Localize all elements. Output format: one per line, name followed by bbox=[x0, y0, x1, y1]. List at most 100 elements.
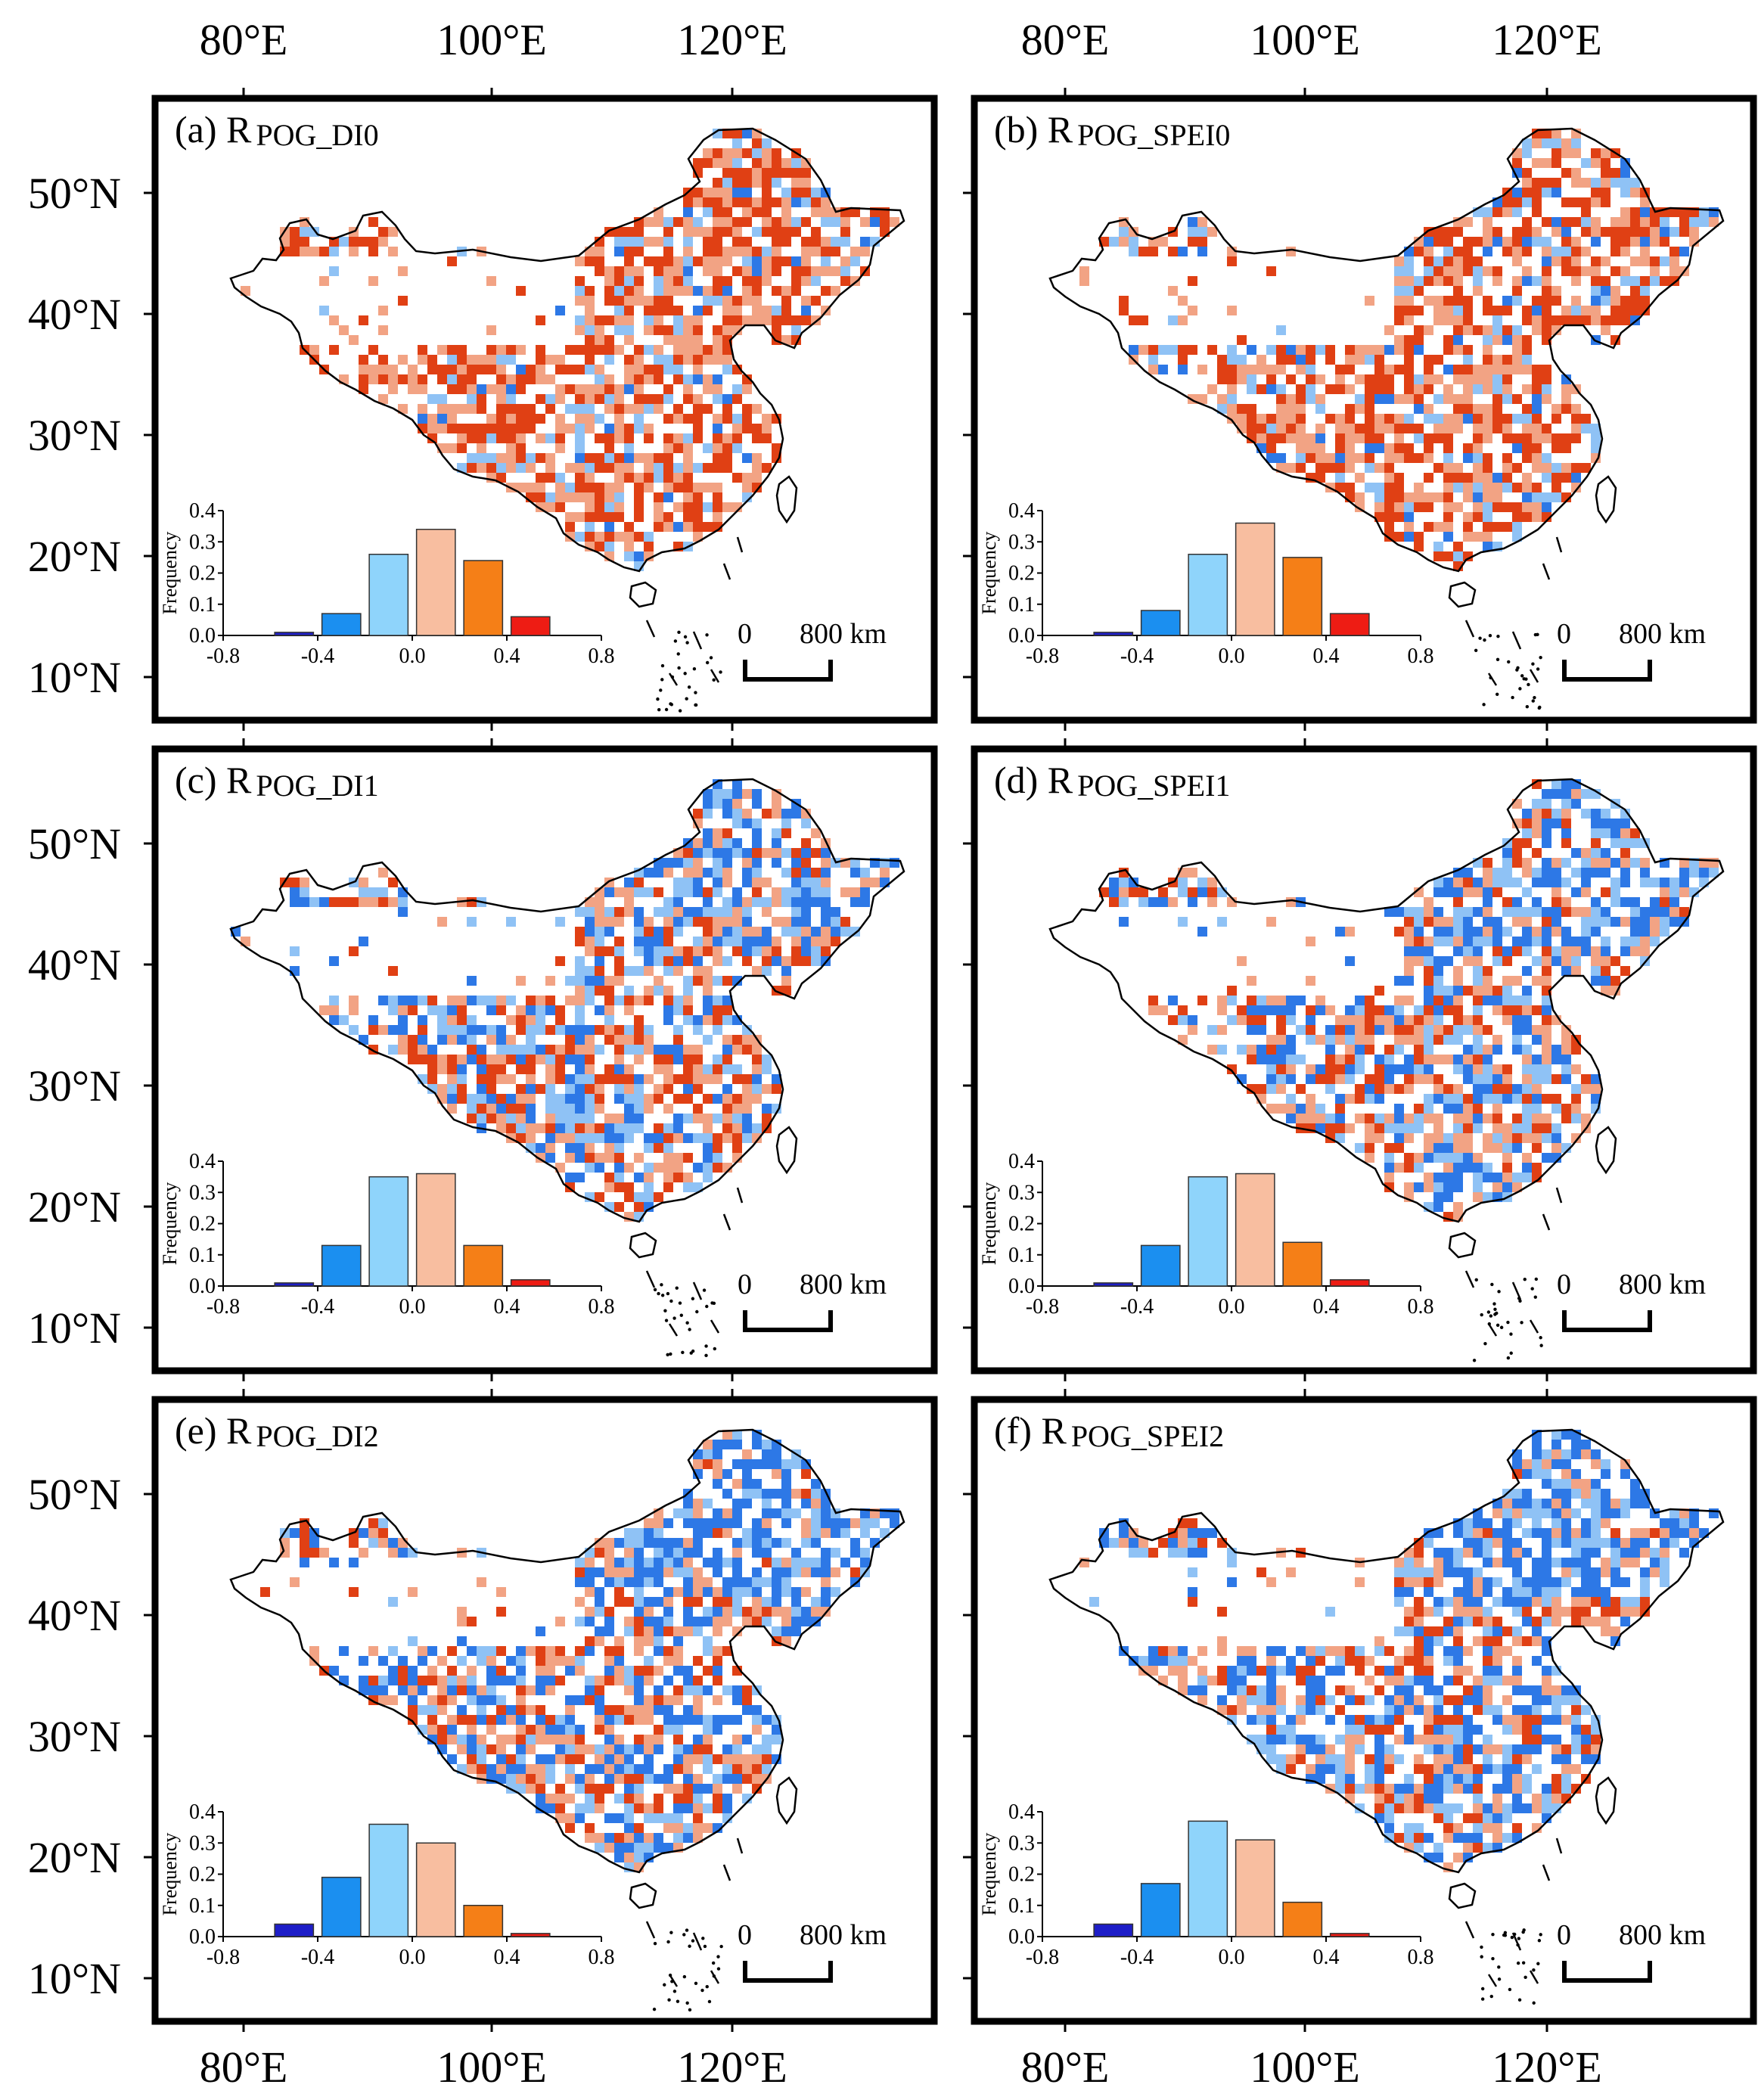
histogram-bar bbox=[417, 530, 455, 635]
inset-x-tick-label: 0.8 bbox=[589, 1295, 615, 1319]
scale-zero: 0 bbox=[1557, 618, 1571, 650]
scale-distance: 800 km bbox=[800, 1269, 887, 1300]
inset-y-label: Frequency bbox=[978, 1833, 1000, 1916]
inset-y-tick-label: 0.1 bbox=[189, 1894, 216, 1918]
histogram-bar bbox=[1331, 1934, 1369, 1937]
histogram-bar bbox=[275, 632, 313, 635]
histogram-bar bbox=[511, 1934, 550, 1937]
panel-subscript: POG_DI2 bbox=[256, 1419, 378, 1453]
inset-x-tick-label: 0.4 bbox=[494, 645, 520, 668]
histogram-bar bbox=[464, 1245, 502, 1286]
histogram-bar bbox=[464, 1906, 502, 1937]
inset-y-tick-label: 0.2 bbox=[189, 562, 216, 586]
inset-x-tick-label: 0.0 bbox=[399, 1946, 426, 1969]
inset-y-label: Frequency bbox=[159, 1182, 181, 1266]
lat-tick-label: 50°N bbox=[28, 169, 121, 218]
histogram-bar bbox=[511, 617, 550, 635]
histogram-bar bbox=[1236, 1174, 1275, 1287]
inset-y-tick-label: 0.4 bbox=[189, 1150, 216, 1173]
inset-y-label: Frequency bbox=[978, 532, 1000, 615]
histogram-bar bbox=[322, 614, 361, 635]
scale-distance: 800 km bbox=[1619, 1919, 1706, 1951]
inset-x-tick-label: 0.0 bbox=[399, 645, 426, 668]
inset-y-tick-label: 0.2 bbox=[189, 1863, 216, 1887]
panel-label: (d) R bbox=[994, 759, 1073, 801]
top-lon-tick-label: 120°E bbox=[1492, 15, 1602, 64]
inset-y-tick-label: 0.2 bbox=[1008, 1213, 1035, 1236]
bottom-lon-tick-label: 120°E bbox=[1492, 2043, 1602, 2092]
inset-y-tick-label: 0.2 bbox=[189, 1213, 216, 1236]
inset-x-tick-label: -0.8 bbox=[1026, 645, 1059, 668]
histogram-bar bbox=[1094, 1924, 1132, 1937]
inset-y-tick-label: 0.3 bbox=[1008, 1181, 1035, 1204]
histogram-bar bbox=[1188, 1821, 1227, 1937]
scale-zero: 0 bbox=[738, 1269, 752, 1300]
inset-y-label: Frequency bbox=[159, 532, 181, 615]
inset-x-tick-label: -0.8 bbox=[1026, 1295, 1059, 1319]
lat-tick-label: 10°N bbox=[28, 1303, 121, 1353]
scale-distance: 800 km bbox=[1619, 618, 1706, 650]
histogram-bar bbox=[1283, 1903, 1322, 1937]
inset-y-tick-label: 0.1 bbox=[1008, 1244, 1035, 1267]
scale-distance: 800 km bbox=[1619, 1269, 1706, 1300]
inset-x-tick-label: 0.8 bbox=[589, 645, 615, 668]
histogram-bar bbox=[369, 555, 408, 635]
lat-tick-label: 10°N bbox=[28, 653, 121, 702]
inset-y-tick-label: 0.3 bbox=[1008, 1831, 1035, 1855]
inset-y-tick-label: 0.4 bbox=[1008, 1150, 1035, 1173]
inset-x-tick-label: 0.8 bbox=[1408, 645, 1434, 668]
inset-x-tick-label: 0.4 bbox=[494, 1946, 520, 1969]
top-lon-tick-label: 100°E bbox=[436, 15, 547, 64]
histogram-bar bbox=[464, 561, 502, 635]
lat-tick-label: 20°N bbox=[28, 1182, 121, 1232]
bottom-lon-tick-label: 80°E bbox=[1021, 2043, 1110, 2092]
inset-x-tick-label: -0.8 bbox=[207, 1295, 240, 1319]
inset-x-tick-label: 0.4 bbox=[1313, 645, 1340, 668]
inset-x-tick-label: 0.8 bbox=[1408, 1295, 1434, 1319]
histogram-bar bbox=[275, 1283, 313, 1286]
inset-x-tick-label: -0.8 bbox=[1026, 1946, 1059, 1969]
inset-y-tick-label: 0.1 bbox=[1008, 593, 1035, 617]
histogram-bar bbox=[417, 1174, 455, 1287]
bottom-lon-tick-label: 80°E bbox=[200, 2043, 288, 2092]
top-lon-tick-label: 100°E bbox=[1250, 15, 1360, 64]
panel-label: (f) R bbox=[994, 1409, 1067, 1452]
inset-x-tick-label: 0.4 bbox=[1313, 1295, 1340, 1319]
histogram-bar bbox=[1283, 1242, 1322, 1286]
inset-y-label: Frequency bbox=[159, 1833, 181, 1916]
inset-y-tick-label: 0.4 bbox=[189, 1800, 216, 1824]
histogram-bar bbox=[1236, 523, 1275, 636]
histogram-bar bbox=[1141, 1245, 1180, 1286]
inset-x-tick-label: -0.4 bbox=[1120, 1946, 1154, 1969]
panel-subscript: POG_DI1 bbox=[256, 769, 378, 803]
lat-tick-label: 20°N bbox=[28, 1833, 121, 1882]
panel-label: (e) R bbox=[175, 1409, 252, 1452]
scale-distance: 800 km bbox=[800, 1919, 887, 1951]
bottom-lon-tick-label: 100°E bbox=[1250, 2043, 1360, 2092]
inset-y-tick-label: 0.4 bbox=[189, 499, 216, 523]
histogram-bar bbox=[1331, 614, 1369, 635]
scale-distance: 800 km bbox=[800, 618, 887, 650]
inset-y-label: Frequency bbox=[978, 1182, 1000, 1266]
inset-y-tick-label: 0.4 bbox=[1008, 1800, 1035, 1824]
inset-x-tick-label: 0.0 bbox=[1219, 645, 1245, 668]
inset-y-tick-label: 0.3 bbox=[189, 1181, 216, 1204]
bottom-lon-tick-label: 100°E bbox=[436, 2043, 547, 2092]
histogram-bar bbox=[1141, 1884, 1180, 1937]
inset-x-tick-label: -0.4 bbox=[301, 1946, 334, 1969]
histogram-bar bbox=[1141, 610, 1180, 635]
top-lon-tick-label: 120°E bbox=[677, 15, 787, 64]
histogram-bar bbox=[275, 1924, 313, 1937]
inset-y-tick-label: 0.3 bbox=[189, 530, 216, 554]
scale-zero: 0 bbox=[1557, 1269, 1571, 1300]
histogram-bar bbox=[322, 1245, 361, 1286]
inset-x-tick-label: 0.4 bbox=[494, 1295, 520, 1319]
histogram-bar bbox=[1331, 1280, 1369, 1286]
lat-tick-label: 50°N bbox=[28, 819, 121, 868]
panel-label: (a) R bbox=[175, 108, 252, 151]
inset-x-tick-label: 0.4 bbox=[1313, 1946, 1340, 1969]
lat-tick-label: 10°N bbox=[28, 1954, 121, 2003]
